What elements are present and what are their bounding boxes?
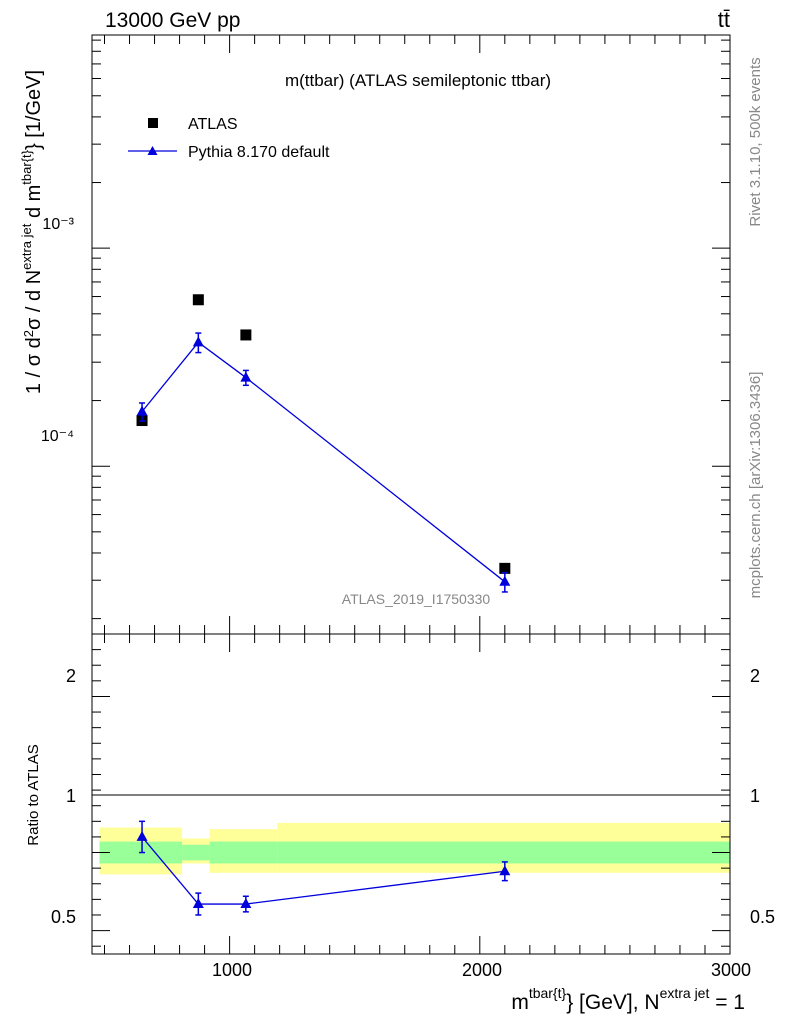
main-panel: m(ttbar) (ATLAS semileptonic ttbar) ATLA…: [19, 34, 731, 635]
ratio-axis-ticks: [92, 634, 731, 954]
atlas-data-point: [499, 562, 511, 574]
y-tick-label-1e-3: 10⁻³: [42, 216, 74, 233]
y-tick-label-1e-4: 10⁻⁴: [41, 428, 74, 445]
energy-label: 13000 GeV pp: [105, 9, 240, 32]
ratio-y-tick-label-1-right: 1: [750, 786, 760, 806]
ratio-data-marks: [136, 820, 511, 916]
x-tick-label-3000: 3000: [711, 960, 751, 980]
pythia-ratio-point: [136, 830, 148, 841]
ratio-uncertainty-bands: [99, 822, 730, 875]
process-label: tt̄: [718, 7, 730, 32]
legend: ATLAS Pythia 8.170 default: [128, 116, 330, 161]
atlas-data-point: [240, 329, 252, 341]
ratio-band-inner: [277, 841, 730, 864]
pythia-ratio-line: [141, 836, 505, 905]
atlas-data-point: [192, 294, 204, 306]
ratio-y-tick-label-0.5-left: 0.5: [51, 907, 76, 927]
plot-title: m(ttbar) (ATLAS semileptonic ttbar): [285, 71, 551, 90]
ratio-y-tick-label-0.5-right: 0.5: [750, 907, 775, 927]
x-tick-label-2000: 2000: [462, 960, 502, 980]
main-y-axis-title: 1 / σ d2σ / d Nextra jet d mtbar{t}} [1/…: [19, 70, 45, 394]
pythia-ratio-point: [192, 898, 204, 909]
ratio-frame: [91, 633, 731, 955]
pythia-point: [136, 405, 148, 416]
ratio-panel: Ratio to ATLAS 2 1 0.5 2 1 0.5 1000 2000…: [25, 633, 775, 1014]
pythia-ratio-point: [499, 865, 511, 876]
pythia-ratio-point: [240, 898, 252, 909]
ratio-y-tick-label-2-right: 2: [750, 666, 760, 686]
mcplots-source-label: mcplots.cern.ch [arXiv:1306.3436]: [747, 372, 764, 599]
pythia-point: [240, 371, 252, 382]
rivet-version-label: Rivet 3.1.10, 500k events: [747, 57, 764, 226]
x-axis-title: mtbar{t}} [GeV], Nextra jet = 1: [511, 985, 745, 1014]
main-axis-ticks: [92, 35, 731, 634]
ratio-band-inner: [182, 844, 210, 861]
ratio-band-inner: [209, 841, 278, 864]
ratio-y-tick-label-1-left: 1: [66, 786, 76, 806]
ratio-y-tick-label-2-left: 2: [66, 666, 76, 686]
pythia-point: [499, 575, 511, 586]
legend-data-marker: [148, 118, 158, 128]
analysis-watermark: ATLAS_2019_I1750330: [342, 591, 491, 607]
pythia-line: [141, 341, 506, 583]
ratio-y-axis-title: Ratio to ATLAS: [25, 744, 42, 845]
pythia-point: [192, 336, 204, 347]
main-data-marks: [136, 294, 511, 593]
legend-mc-marker: [147, 146, 158, 155]
legend-data-label: ATLAS: [188, 116, 238, 133]
x-tick-label-1000: 1000: [212, 960, 252, 980]
legend-mc-label: Pythia 8.170 default: [188, 144, 330, 161]
